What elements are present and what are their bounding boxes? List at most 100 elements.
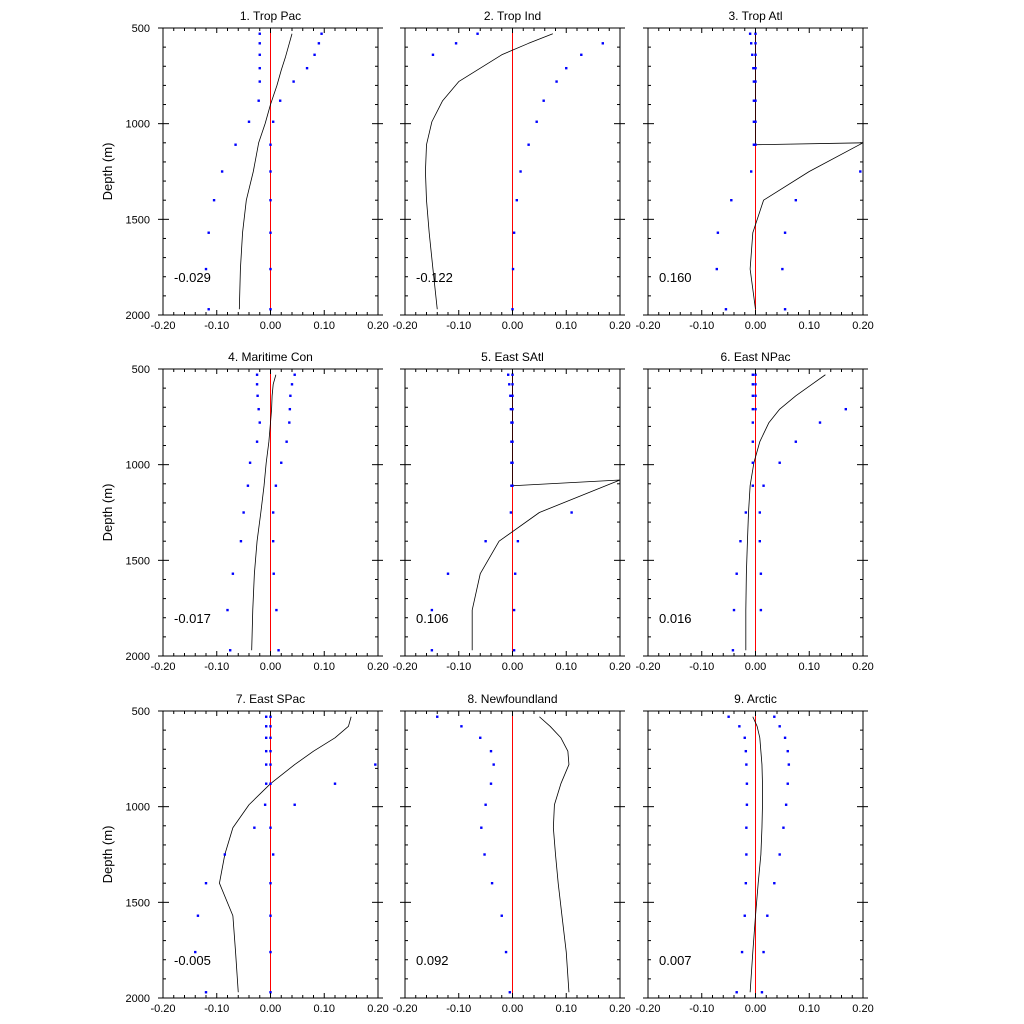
upper-bound-point — [778, 725, 781, 728]
series-line — [749, 716, 763, 993]
lower-bound-point — [751, 484, 755, 487]
upper-bound-point — [278, 99, 282, 102]
x-tick-label: 0.00 — [502, 320, 523, 332]
lower-bound-point — [242, 511, 245, 514]
upper-bound-point — [269, 991, 272, 994]
lower-bound-point — [431, 53, 435, 56]
lower-bound-point — [507, 373, 510, 376]
series-line — [471, 374, 621, 651]
upper-bound-point — [269, 782, 272, 785]
upper-bound-point — [288, 421, 291, 424]
lower-bound-point — [745, 853, 748, 856]
x-tick-label: 0.20 — [852, 1003, 873, 1015]
panel-title: 9. Arctic — [734, 692, 777, 706]
lower-bound-point — [231, 572, 235, 575]
x-tick-label: 0.20 — [852, 661, 873, 673]
upper-bound-point — [754, 80, 757, 83]
lower-bound-point — [508, 383, 511, 386]
series-line — [251, 374, 277, 651]
lower-bound-point — [745, 803, 749, 806]
series-line — [219, 716, 352, 993]
x-tick-label: -0.20 — [392, 661, 417, 673]
lower-bound-point — [751, 461, 755, 464]
upper-bound-point — [786, 749, 789, 753]
lower-bound-point — [500, 914, 503, 917]
lower-bound-point — [750, 170, 753, 173]
panel-stat: 0.106 — [416, 611, 449, 626]
panel-stat: 0.092 — [416, 953, 449, 968]
lower-bound-point — [258, 80, 261, 83]
lower-bound-point — [430, 608, 434, 612]
lower-bound-point — [479, 736, 482, 739]
x-tick-label: -0.10 — [689, 320, 714, 332]
panel-stat: -0.122 — [416, 270, 453, 285]
upper-bound-point — [787, 763, 791, 766]
upper-bound-point — [512, 231, 516, 234]
lower-bound-point — [228, 649, 232, 652]
upper-bound-point — [754, 120, 757, 123]
x-tick-label: 0.20 — [609, 320, 630, 332]
upper-bound-point — [515, 199, 518, 202]
x-tick-label: -0.20 — [392, 1003, 417, 1015]
upper-bound-point — [269, 170, 272, 173]
upper-bound-point — [305, 66, 309, 70]
x-tick-label: 0.10 — [799, 661, 820, 673]
x-tick-label: 0.00 — [745, 320, 766, 332]
upper-bound-point — [511, 383, 514, 386]
upper-bound-point — [754, 53, 757, 56]
lower-bound-point — [256, 394, 259, 397]
x-tick-label: -0.20 — [392, 320, 417, 332]
lower-bound-point — [436, 715, 439, 718]
x-tick-label: 0.10 — [556, 661, 577, 673]
upper-bound-point — [511, 373, 514, 376]
panel-9: 9. Arctic -0.20 -0.10 0.00 0.10 0.20 0.007 — [635, 692, 873, 1015]
upper-bound-point — [754, 42, 757, 45]
x-tick-label: -0.20 — [635, 661, 660, 673]
upper-bound-point — [601, 42, 604, 45]
x-tick-label: 0.10 — [799, 320, 820, 332]
x-tick-label: 0.00 — [745, 1003, 766, 1015]
y-tick-label: 1000 — [126, 460, 150, 472]
lower-bound-point — [745, 782, 749, 785]
y-tick-label: 1000 — [126, 802, 150, 814]
lower-bound-point — [258, 53, 261, 56]
lower-bound-point — [207, 231, 210, 234]
upper-bound-point — [269, 749, 272, 753]
lower-bound-point — [724, 308, 728, 311]
x-tick-label: 0.00 — [260, 320, 281, 332]
upper-bound-point — [271, 853, 275, 856]
lower-bound-point — [751, 394, 755, 397]
lower-bound-point — [446, 572, 450, 575]
upper-bound-point — [783, 231, 787, 234]
upper-bound-point — [271, 540, 275, 543]
upper-bound-point — [580, 53, 583, 56]
lower-bound-point — [484, 540, 487, 543]
upper-bound-point — [269, 199, 272, 202]
x-tick-label: 0.10 — [314, 1003, 335, 1015]
lower-bound-point — [752, 80, 756, 83]
upper-bound-point — [277, 649, 280, 652]
panel-7: 7. East SPac -0.20 -0.10 0.00 0.10 0.20 500 100… — [100, 692, 389, 1015]
lower-bound-point — [740, 950, 744, 954]
upper-bound-point — [759, 572, 763, 575]
x-tick-label: -0.10 — [204, 661, 229, 673]
upper-bound-point — [293, 803, 296, 806]
lower-bound-point — [226, 608, 229, 612]
upper-bound-point — [269, 725, 272, 728]
upper-bound-point — [766, 914, 769, 917]
lower-bound-point — [743, 914, 746, 917]
upper-bound-point — [527, 143, 530, 146]
x-tick-label: 0.00 — [502, 1003, 523, 1015]
upper-bound-point — [555, 80, 558, 83]
upper-bound-point — [511, 421, 514, 424]
x-tick-label: 0.20 — [367, 661, 388, 673]
x-tick-label: -0.10 — [689, 661, 714, 673]
lower-bound-point — [255, 383, 259, 386]
y-tick-label: 2000 — [126, 993, 150, 1005]
upper-bound-point — [374, 763, 377, 766]
upper-bound-point — [269, 826, 272, 829]
upper-bound-point — [754, 99, 757, 102]
upper-bound-point — [762, 484, 765, 487]
panel-stat: 0.016 — [659, 611, 692, 626]
